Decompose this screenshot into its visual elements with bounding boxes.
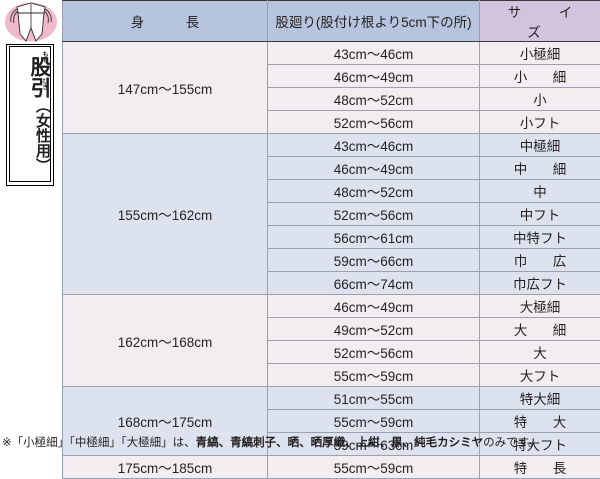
column-header-height: 身 長 (63, 1, 268, 42)
size-name-cell: 大フト (480, 364, 600, 387)
size-name-cell: 小 細 (480, 65, 600, 88)
size-name-cell: 特 大 (480, 410, 600, 433)
table-header-row: 身 長 股廻り(股付け根より5cm下の所) サ イ ズ (63, 1, 600, 42)
thigh-range-cell: 66cm〜74cm (268, 272, 480, 295)
size-name-cell: 小極細 (480, 42, 600, 65)
thigh-range-cell: 48cm〜52cm (268, 88, 480, 111)
product-name-plate: 股引（女性用） もも ひき (6, 44, 54, 186)
size-name-cell: 大 (480, 341, 600, 364)
product-name-plate-inner: 股引（女性用） もも ひき (9, 46, 51, 182)
size-table-head: 身 長 股廻り(股付け根より5cm下の所) サ イ ズ (63, 1, 600, 42)
height-range-cell: 162cm〜168cm (63, 295, 268, 387)
thigh-range-cell: 43cm〜46cm (268, 134, 480, 157)
size-name-cell: 大極細 (480, 295, 600, 318)
size-name-cell: 中特フト (480, 226, 600, 249)
thigh-range-cell: 43cm〜46cm (268, 42, 480, 65)
size-name-cell: 中 細 (480, 157, 600, 180)
thigh-range-cell: 52cm〜56cm (268, 111, 480, 134)
height-range-cell: 155cm〜162cm (63, 134, 268, 295)
size-name-cell: 巾広フト (480, 272, 600, 295)
thigh-range-cell: 52cm〜56cm (268, 203, 480, 226)
size-name-cell: 巾 広 (480, 249, 600, 272)
furigana-momo: もも (41, 51, 47, 63)
thigh-range-cell: 52cm〜56cm (268, 341, 480, 364)
size-name-cell: 中 (480, 180, 600, 203)
thigh-range-cell: 59cm〜66cm (268, 249, 480, 272)
thigh-range-cell: 46cm〜49cm (268, 157, 480, 180)
size-name-cell: 小 (480, 88, 600, 111)
size-name-cell: 特 長 (480, 456, 600, 479)
footnote-emphasis: 青縞、青縞刺子、晒、晒厚織、上紺、黒、純毛カシミヤ (196, 437, 484, 449)
size-name-cell: 中フト (480, 203, 600, 226)
thigh-range-cell: 48cm〜52cm (268, 180, 480, 203)
height-range-cell: 175cm〜185cm (63, 456, 268, 479)
size-name-cell: 大 細 (480, 318, 600, 341)
product-sidebar: 股引（女性用） もも ひき (0, 0, 62, 458)
thigh-range-cell: 56cm〜61cm (268, 226, 480, 249)
size-name-cell: 特大細 (480, 387, 600, 410)
thigh-range-cell: 46cm〜49cm (268, 65, 480, 88)
thigh-range-cell: 49cm〜52cm (268, 318, 480, 341)
thigh-range-cell: 46cm〜49cm (268, 295, 480, 318)
column-header-size: サ イ ズ (480, 1, 600, 42)
furigana-hiki: ひき (41, 78, 47, 90)
thigh-range-cell: 55cm〜59cm (268, 456, 480, 479)
size-name-cell: 小フト (480, 111, 600, 134)
size-name-cell: 中極細 (480, 134, 600, 157)
thigh-range-cell: 55cm〜59cm (268, 410, 480, 433)
footnote-prefix: ※「小極細」「中極細」「大極細」は、 (2, 437, 196, 449)
momohiki-garment-illustration (3, 1, 59, 43)
column-header-thigh: 股廻り(股付け根より5cm下の所) (268, 1, 480, 42)
height-range-cell: 147cm〜155cm (63, 42, 268, 134)
thigh-range-cell: 55cm〜59cm (268, 364, 480, 387)
thigh-range-cell: 51cm〜55cm (268, 387, 480, 410)
footnote-suffix: のみです。 (483, 437, 539, 449)
product-title-sub: （女性用） (34, 98, 50, 173)
size-chart-page: 股引（女性用） もも ひき 身 長 股廻り(股付け根より5cm下の所) サ イ … (0, 0, 600, 458)
product-name-vertical: 股引（女性用） (10, 47, 50, 181)
footnote: ※「小極細」「中極細」「大極細」は、青縞、青縞刺子、晒、晒厚織、上紺、黒、純毛カ… (2, 437, 598, 451)
